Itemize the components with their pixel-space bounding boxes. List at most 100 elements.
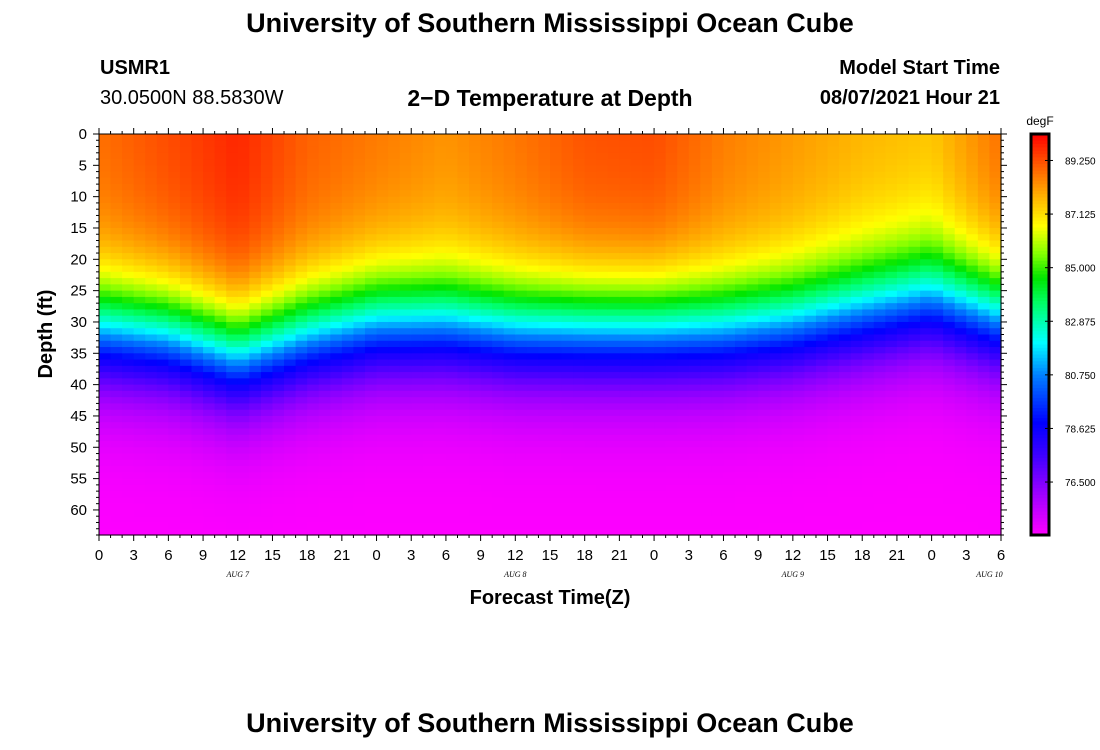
heatmap-cell: [307, 321, 320, 329]
heatmap-cell: [110, 390, 123, 398]
heatmap-cell: [203, 253, 216, 260]
heatmap-cell: [110, 253, 123, 260]
heatmap-cell: [203, 234, 216, 242]
heatmap-cell: [469, 503, 482, 511]
heatmap-cell: [480, 278, 493, 285]
heatmap-cell: [179, 378, 193, 386]
heatmap-cell: [226, 290, 239, 298]
heatmap-cell: [330, 415, 343, 423]
heatmap-cell: [746, 190, 759, 198]
heatmap-cell: [122, 234, 135, 242]
heatmap-cell: [284, 428, 297, 436]
heatmap-cell: [388, 409, 401, 417]
heatmap-cell: [977, 340, 991, 348]
heatmap-cell: [469, 290, 482, 298]
heatmap-cell: [434, 466, 447, 473]
heatmap-cell: [735, 378, 748, 386]
heatmap-cell: [642, 140, 655, 148]
heatmap-cell: [746, 202, 759, 210]
heatmap-cell: [896, 491, 910, 499]
heatmap-cell: [804, 303, 817, 311]
heatmap-cell: [422, 152, 435, 160]
heatmap-cell: [723, 215, 736, 223]
heatmap-cell: [133, 196, 146, 204]
heatmap-cell: [677, 516, 690, 524]
heatmap-cell: [607, 359, 620, 367]
heatmap-cell: [480, 246, 493, 254]
heatmap-cell: [665, 522, 678, 530]
heatmap-cell: [815, 528, 829, 536]
heatmap-cell: [168, 227, 181, 235]
heatmap-cell: [792, 284, 806, 292]
heatmap-cell: [989, 159, 1002, 166]
heatmap-cell: [873, 372, 886, 379]
heatmap-cell: [989, 140, 1002, 148]
heatmap-cell: [735, 328, 748, 336]
heatmap-cell: [480, 296, 493, 304]
heatmap-cell: [249, 491, 262, 499]
heatmap-cell: [758, 227, 771, 235]
heatmap-cell: [607, 516, 620, 524]
heatmap-cell: [920, 378, 933, 386]
heatmap-cell: [156, 503, 169, 511]
heatmap-cell: [769, 466, 782, 473]
heatmap-cell: [376, 484, 389, 492]
heatmap-cell: [214, 328, 227, 336]
heatmap-cell: [943, 309, 956, 317]
heatmap-cell: [677, 196, 690, 204]
heatmap-cell: [122, 353, 135, 361]
heatmap-cell: [700, 315, 713, 323]
heatmap-cell: [665, 159, 678, 166]
heatmap-cell: [503, 491, 516, 499]
heatmap-cell: [203, 271, 216, 279]
heatmap-cell: [480, 441, 493, 448]
heatmap-cell: [989, 265, 1002, 273]
heatmap-cell: [145, 234, 158, 242]
heatmap-cell: [318, 384, 331, 392]
heatmap-cell: [619, 190, 632, 198]
heatmap-cell: [989, 484, 1002, 492]
heatmap-cell: [272, 409, 285, 417]
heatmap-cell: [584, 397, 597, 405]
heatmap-cell: [735, 340, 748, 348]
heatmap-cell: [735, 196, 748, 204]
heatmap-cell: [145, 315, 158, 323]
heatmap-cell: [688, 152, 701, 160]
heatmap-cell: [827, 215, 840, 223]
heatmap-cell: [469, 516, 482, 524]
heatmap-cell: [156, 209, 169, 217]
heatmap-cell: [376, 165, 389, 173]
heatmap-cell: [746, 303, 759, 311]
heatmap-cell: [538, 472, 551, 480]
heatmap-cell: [827, 334, 840, 342]
heatmap-cell: [422, 472, 435, 480]
heatmap-cell: [908, 184, 921, 191]
heatmap-cell: [827, 340, 840, 348]
heatmap-cell: [966, 484, 979, 492]
heatmap-cell: [526, 347, 540, 354]
heatmap-cell: [561, 378, 574, 386]
heatmap-cell: [896, 516, 910, 524]
heatmap-cell: [642, 390, 655, 398]
heatmap-cell: [191, 315, 204, 323]
heatmap-cell: [341, 278, 355, 285]
heatmap-cell: [792, 466, 806, 473]
heatmap-cell: [249, 347, 262, 354]
heatmap-cell: [284, 278, 297, 285]
heatmap-cell: [850, 378, 863, 386]
heatmap-cell: [341, 441, 355, 448]
heatmap-cell: [526, 246, 540, 254]
heatmap-cell: [318, 422, 331, 430]
heatmap-cell: [573, 415, 586, 423]
heatmap-cell: [630, 378, 644, 386]
heatmap-cell: [654, 190, 667, 198]
heatmap-cell: [862, 296, 875, 304]
heatmap-cell: [364, 290, 378, 298]
heatmap-cell: [607, 372, 620, 379]
heatmap-cell: [827, 509, 840, 517]
heatmap-cell: [989, 171, 1002, 179]
heatmap-cell: [237, 497, 250, 505]
heatmap-cell: [411, 422, 424, 430]
heatmap-cell: [723, 209, 736, 217]
heatmap-cell: [226, 397, 239, 405]
